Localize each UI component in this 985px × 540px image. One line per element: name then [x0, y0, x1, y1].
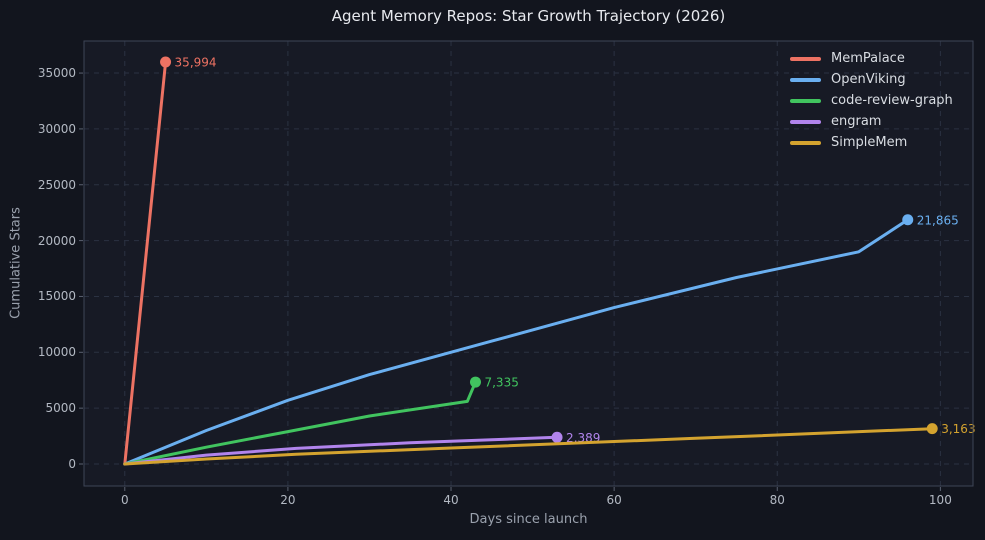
series-end-value-SimpleMem: 3,163: [941, 422, 975, 436]
y-tick-label: 15000: [37, 289, 76, 304]
series-endpoint-engram: [551, 431, 563, 443]
x-tick-label: 60: [606, 493, 622, 507]
legend-item-OpenViking: OpenViking: [788, 69, 953, 90]
x-tick-label: 80: [769, 493, 785, 507]
y-tick-label: 30000: [37, 121, 76, 136]
x-tick-label: 0: [120, 493, 129, 507]
series-line-SimpleMem: [123, 427, 934, 466]
legend-label: engram: [831, 114, 882, 129]
series-line-code-review-graph: [123, 380, 477, 466]
legend-item-MemPalace: MemPalace: [788, 48, 953, 69]
y-tick-label: 25000: [37, 177, 76, 192]
series-end-value-code-review-graph: 7,335: [484, 376, 518, 390]
legend-label: OpenViking: [831, 72, 906, 87]
series-end-value-OpenViking: 21,865: [917, 213, 959, 227]
legend-label: MemPalace: [831, 51, 905, 66]
legend: MemPalace OpenViking code-review-graph engr…: [788, 48, 953, 153]
y-tick-label: 5000: [45, 401, 76, 416]
series-endpoint-code-review-graph: [469, 376, 481, 388]
plot-border: [83, 40, 974, 487]
legend-swatch-icon: [790, 98, 821, 103]
legend-item-code-review-graph: code-review-graph: [788, 90, 953, 111]
series-line-engram: [123, 435, 559, 466]
legend-item-engram: engram: [788, 111, 953, 132]
x-tick-label: 100: [928, 493, 952, 507]
x-axis-label: Days since launch: [469, 512, 588, 527]
series-end-value-MemPalace: 35,994: [175, 55, 217, 69]
x-tick-label: 40: [443, 493, 459, 507]
series-endpoint-SimpleMem: [926, 423, 938, 435]
legend-swatch-icon: [790, 119, 821, 124]
x-tick-label: 20: [280, 493, 296, 507]
y-tick-label: 0: [68, 456, 76, 471]
y-axis-label: Cumulative Stars: [8, 207, 24, 319]
legend-item-SimpleMem: SimpleMem: [788, 132, 953, 153]
series-endpoint-OpenViking: [902, 214, 914, 226]
series-line-MemPalace: [123, 60, 168, 466]
series-line-OpenViking: [123, 218, 910, 466]
y-tick-label: 20000: [37, 233, 76, 248]
legend-label: SimpleMem: [831, 135, 908, 150]
legend-swatch-icon: [790, 77, 821, 82]
y-tick-label: 35000: [37, 66, 76, 81]
legend-swatch-icon: [790, 56, 821, 61]
legend-label: code-review-graph: [831, 93, 953, 108]
legend-swatch-icon: [790, 140, 821, 145]
plot-area: [84, 41, 973, 486]
series-endpoint-MemPalace: [160, 56, 172, 68]
y-tick-label: 10000: [37, 345, 76, 360]
chart-title: Agent Memory Repos: Star Growth Trajecto…: [331, 7, 726, 25]
